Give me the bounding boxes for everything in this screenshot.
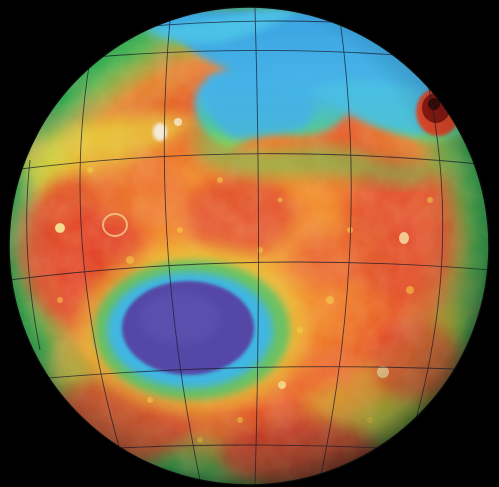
globe-outline xyxy=(8,6,490,486)
